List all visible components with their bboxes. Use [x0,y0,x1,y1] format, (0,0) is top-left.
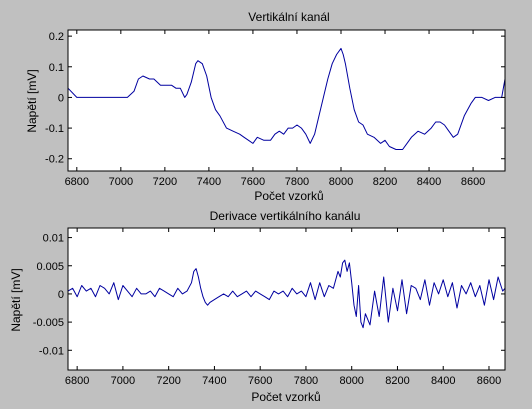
bottom-plot-area [68,228,505,370]
bottom-y-tick-label: -0.01 [39,345,64,357]
top-plot-frame [67,29,506,172]
bottom-plot-y-ticks: 0.01 0.005 0 -0.005 -0.01 [33,233,505,357]
bottom-plot-frame [67,227,506,371]
bottom-plot-title: Derivace vertikálního kanálu [210,209,361,223]
top-plot-area [68,30,505,171]
top-y-tick-label: 0.2 [49,31,64,43]
top-plot-y-label: Napětí [mV] [25,69,39,132]
top-x-tick-label: 7200 [153,176,177,188]
top-x-tick-label: 8400 [417,176,441,188]
bottom-plot-series-line-1 [67,259,506,329]
top-x-tick-label: 7000 [109,176,133,188]
top-x-tick-label: 7600 [241,176,265,188]
bottom-x-tick-label: 6800 [65,375,89,387]
bottom-x-tick-label: 7000 [111,375,135,387]
top-x-tick-label: 8200 [373,176,397,188]
bottom-plot-x-label: Počet vzorků [251,390,320,404]
top-x-tick-label: 8600 [461,176,485,188]
bottom-y-tick-label: 0 [58,289,64,301]
top-plot-x-label: Počet vzorků [254,189,323,203]
top-y-tick-label: 0.1 [49,62,64,74]
bottom-y-tick-label: -0.005 [33,317,64,329]
top-plot-series-line-1 [67,47,506,150]
top-x-tick-label: 8000 [329,176,353,188]
bottom-plot-x-ticks: 6800 7000 7200 7400 7600 7800 8000 8200 8400 8600 [65,228,501,387]
top-plot-x-ticks: 6800 7000 7200 7400 7600 7800 8000 8200 8400 8600 [65,30,485,188]
bottom-x-tick-label: 8200 [385,375,409,387]
top-plot: Vertikální kanál 6800 7000 7200 7400 7600 780… [25,10,506,203]
bottom-x-tick-label: 7800 [294,375,318,387]
bottom-x-tick-label: 7600 [248,375,272,387]
top-y-tick-label: 0 [58,92,64,104]
top-plot-series [67,47,506,150]
bottom-x-tick-label: 7200 [156,375,180,387]
bottom-x-tick-label: 7400 [202,375,226,387]
top-x-tick-label: 7400 [197,176,221,188]
bottom-y-tick-label: 0.01 [43,233,64,245]
top-y-tick-label: -0.1 [45,123,64,135]
top-plot-title: Vertikální kanál [248,10,329,24]
bottom-plot-series [67,259,506,329]
bottom-x-tick-label: 8600 [477,375,501,387]
bottom-plot-y-label: Napětí [mV] [9,268,23,331]
top-x-tick-label: 6800 [65,176,89,188]
bottom-x-tick-label: 8400 [431,375,455,387]
bottom-x-tick-label: 8000 [339,375,363,387]
bottom-plot: Derivace vertikálního kanálu 6800 7000 720… [9,209,506,404]
top-x-tick-label: 7800 [285,176,309,188]
top-y-tick-label: -0.2 [45,154,64,166]
bottom-y-tick-label: 0.005 [36,261,64,273]
top-plot-y-ticks: 0.2 0.1 0 -0.1 -0.2 [45,31,505,166]
